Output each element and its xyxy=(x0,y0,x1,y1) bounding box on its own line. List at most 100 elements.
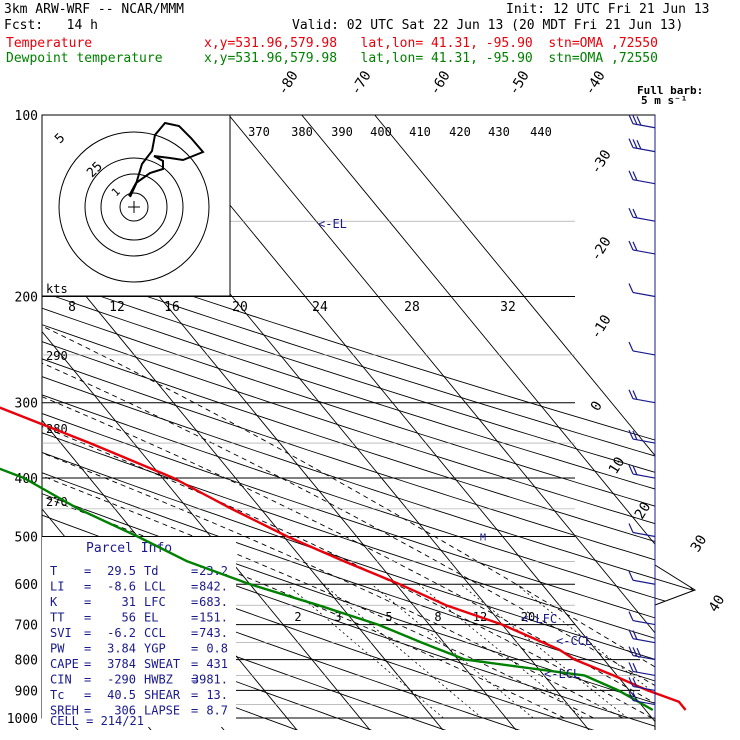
dry-adiabat-line xyxy=(42,115,695,730)
dry-adiabat-line xyxy=(42,115,695,730)
parcel-eq: = xyxy=(191,595,198,609)
parcel-eq: = xyxy=(191,657,198,671)
dry-adiabat-line xyxy=(42,115,695,730)
series-dewpoint-temperature xyxy=(0,467,654,712)
barb-flag xyxy=(628,283,634,293)
parcel-value: 683. xyxy=(199,595,228,609)
pressure-tick-label: 100 xyxy=(15,109,38,124)
pressure-tick-label: 1000 xyxy=(7,712,38,727)
parcel-eq: = xyxy=(84,642,91,656)
parcel-value: 431 xyxy=(206,657,228,671)
theta-e-tick-label: 390 xyxy=(331,125,353,139)
parcel-eq: = xyxy=(191,704,198,718)
parcel-eq: = xyxy=(84,657,91,671)
parcel-eq: = xyxy=(191,688,198,702)
mixing-ratio-line xyxy=(460,583,628,719)
barb-flag xyxy=(628,691,634,701)
wind-barb xyxy=(628,170,656,185)
wind-barb xyxy=(628,114,656,129)
init-time: Init: 12 UTC Fri 21 Jun 13 xyxy=(506,2,710,17)
dry-adiabat-line xyxy=(42,115,695,730)
moist-adiabat-line xyxy=(42,296,695,719)
wind-barb xyxy=(628,611,656,626)
pressure-tick-label: 300 xyxy=(15,397,38,412)
parcel-value: 0.8 xyxy=(206,642,228,656)
barb-flag xyxy=(636,139,642,150)
dry-adiabats xyxy=(42,115,695,730)
wind-barb xyxy=(628,464,656,479)
level-markers: <-EL <-LFC <-CCL <-LCL M xyxy=(318,217,592,681)
parcel-value: 151. xyxy=(199,611,228,625)
hodograph-trace xyxy=(128,121,205,198)
parcel-eq: = xyxy=(191,626,198,640)
wind-barb xyxy=(628,662,656,677)
barb-flag xyxy=(632,647,638,657)
level-marker: <-LFC xyxy=(521,612,557,626)
parcel-key: LAPSE xyxy=(144,704,180,718)
dry-adiabat-line xyxy=(42,115,695,730)
parcel-panel-bg xyxy=(42,537,236,727)
dry-adiabat-line xyxy=(42,115,695,730)
wind-barb xyxy=(628,646,656,661)
parcel-eq: = xyxy=(84,688,91,702)
barb-flag xyxy=(632,139,638,149)
theta-e-tick-label: 440 xyxy=(530,125,552,139)
barb-flag xyxy=(628,677,634,687)
isotherm-tick-label: -40 xyxy=(582,68,609,98)
parcel-key: TT xyxy=(50,611,64,625)
isotherm-tick-label: -30 xyxy=(588,147,615,177)
pressure-tick-label: 600 xyxy=(15,578,38,593)
level-marker: <-CCL xyxy=(556,634,592,648)
isotherm-tick-label: -10 xyxy=(588,312,615,342)
parcel-key: HWBZ xyxy=(144,673,173,687)
pressure-tick-label: 200 xyxy=(15,291,38,306)
pressure-tick-label: 500 xyxy=(15,530,38,545)
speed-tick-label: 24 xyxy=(312,300,328,315)
parcel-key: Td xyxy=(144,564,158,578)
hodograph-ring xyxy=(119,192,149,222)
wind-barb xyxy=(628,283,656,298)
parcel-key: LCL xyxy=(144,580,166,594)
level-marker: <-LCL xyxy=(544,667,580,681)
dry-adiabat-line xyxy=(42,115,695,730)
moist-adiabat-line xyxy=(42,296,682,719)
parcel-value: 56 xyxy=(122,611,136,625)
parcel-info-title: Parcel Info xyxy=(86,541,172,556)
parcel-eq: = xyxy=(84,580,91,594)
barb-flag xyxy=(632,630,638,640)
barb-flag xyxy=(628,207,634,218)
isotherm-tick-label: -80 xyxy=(275,68,302,98)
isotherm-tick-label: -20 xyxy=(588,234,615,264)
theta-e-tick-label: 430 xyxy=(488,125,510,139)
dry-adiabat-line xyxy=(42,115,695,730)
mixing-ratio-lines xyxy=(286,583,687,719)
isotherm-tick-label: 30 xyxy=(688,532,711,555)
model-title: 3km ARW-WRF -- NCAR/MMM xyxy=(4,2,185,17)
barb-flag xyxy=(628,523,634,533)
parcel-eq: = xyxy=(191,580,198,594)
parcel-key: PW xyxy=(50,642,65,656)
isotherm-tick-label: 20 xyxy=(632,499,655,522)
series-temperature xyxy=(0,406,687,711)
wind-barb xyxy=(628,691,656,706)
parcel-value: 8.7 xyxy=(206,704,228,718)
mixing-ratio-tick-label: 3 xyxy=(334,610,341,624)
barb-flag xyxy=(632,171,638,181)
isotherm-line xyxy=(351,115,695,730)
speed-tick-label: 8 xyxy=(68,300,76,315)
mixing-ratio-line xyxy=(515,583,687,719)
speed-tick-label: 20 xyxy=(232,300,248,315)
barb-flag xyxy=(628,464,634,475)
parcel-key: SVI xyxy=(50,626,72,640)
isotherm-line xyxy=(205,115,695,730)
wind-barbs xyxy=(628,114,656,718)
dry-adiabat-line xyxy=(42,115,695,730)
barb-units: 5 m s⁻¹ xyxy=(641,94,687,107)
parcel-value: -290 xyxy=(107,673,136,687)
parcel-key: SWEAT xyxy=(144,657,180,671)
barb-flag xyxy=(628,138,634,148)
valid-time: Valid: 02 UTC Sat 22 Jun 13 (20 MDT Fri … xyxy=(292,18,684,33)
parcel-value: 31 xyxy=(122,595,136,609)
